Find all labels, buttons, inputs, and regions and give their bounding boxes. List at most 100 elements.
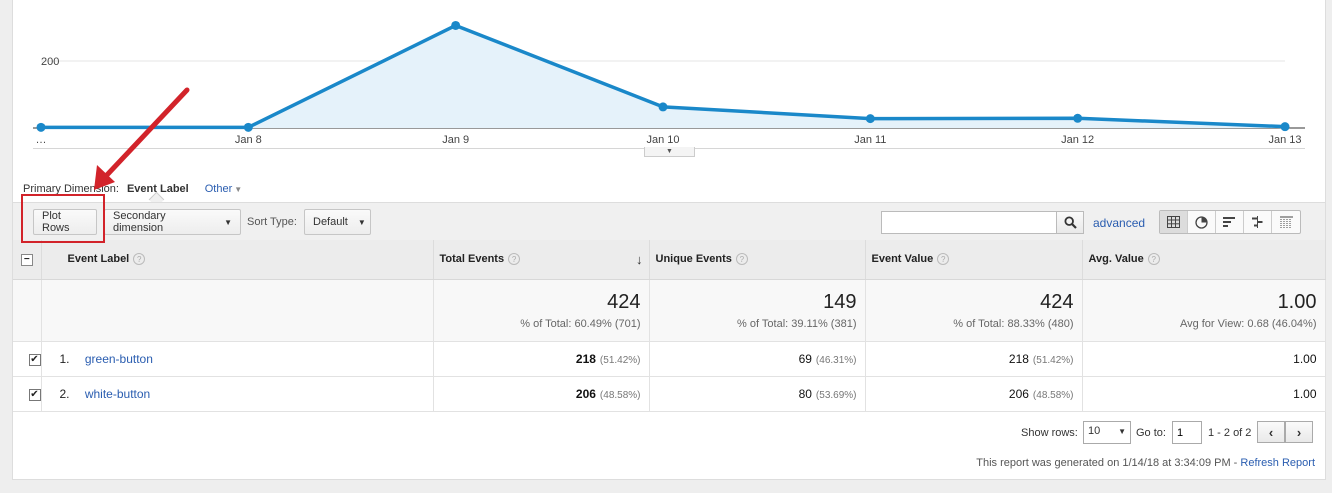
events-chart: 400 200 … Jan 8 Jan 9 Jan 10 Jan 11 Jan 12 Jan … bbox=[33, 0, 1305, 149]
plot-rows-label: Plot Rows bbox=[42, 210, 70, 234]
chart-data-point[interactable] bbox=[1280, 122, 1290, 132]
previous-page-button[interactable]: ‹ bbox=[1257, 421, 1285, 443]
row-label-cell: 1. green-button bbox=[41, 341, 434, 377]
primary-dimension-other[interactable]: Other ▼ bbox=[205, 183, 242, 195]
refresh-report-link[interactable]: Refresh Report bbox=[1240, 457, 1315, 469]
row-total-events-pct: (48.58%) bbox=[599, 389, 641, 401]
row-event-value-pct: (48.58%) bbox=[1032, 389, 1074, 401]
row-check-cell: ✔ bbox=[13, 376, 42, 412]
event-value-value: 424 bbox=[1040, 290, 1074, 313]
row-checkbox[interactable]: ✔ bbox=[28, 389, 41, 401]
totals-check-cell bbox=[13, 279, 42, 342]
pivot-view-icon bbox=[1279, 216, 1293, 228]
sort-type-value: Default bbox=[313, 216, 348, 228]
help-icon[interactable]: ? bbox=[133, 253, 146, 266]
chart-data-point[interactable] bbox=[1073, 113, 1083, 123]
row-total-events-value: 206 bbox=[575, 386, 596, 401]
chart-data-point[interactable] bbox=[658, 102, 668, 112]
table-search-input[interactable] bbox=[881, 211, 1057, 234]
chart-y-tick-label: 200 bbox=[41, 56, 59, 68]
row-label-link[interactable]: white-button bbox=[84, 386, 151, 401]
goto-page-input[interactable] bbox=[1172, 421, 1202, 444]
show-rows-value: 10 bbox=[1088, 425, 1101, 437]
help-icon[interactable]: ? bbox=[735, 253, 748, 266]
chevron-down-icon: ▼ bbox=[666, 148, 673, 155]
row-unique-events-value: 69 bbox=[798, 351, 812, 366]
row-event-value-value: 206 bbox=[1008, 386, 1029, 401]
header-avg-value[interactable]: Avg. Value? bbox=[1082, 240, 1326, 280]
other-dimension-label: Other bbox=[204, 183, 233, 195]
chevron-right-icon: › bbox=[1296, 424, 1302, 440]
events-table: − Event Label? Total Events? ↓ Unique Ev… bbox=[13, 240, 1326, 412]
totals-label-cell bbox=[41, 279, 434, 342]
row-check-cell: ✔ bbox=[13, 341, 42, 377]
sort-type-dropdown[interactable]: Default ▼ bbox=[304, 209, 371, 235]
totals-row: 424 % of Total: 60.49% (701) 149 % of To… bbox=[13, 279, 1326, 342]
search-icon bbox=[1063, 216, 1077, 229]
primary-dimension-label: Primary Dimension: bbox=[23, 183, 119, 195]
header-event-label-text: Event Label bbox=[67, 253, 130, 266]
chart-expander-toggle[interactable]: ▼ bbox=[644, 147, 695, 157]
pagination-range: 1 - 2 of 2 bbox=[1208, 427, 1252, 439]
pie-view-button[interactable] bbox=[1188, 211, 1216, 233]
goto-label: Go to: bbox=[1136, 427, 1166, 439]
header-unique-events[interactable]: Unique Events? bbox=[649, 240, 866, 280]
comparison-view-button[interactable] bbox=[1244, 211, 1272, 233]
caret-down-icon: ▼ bbox=[1118, 427, 1126, 436]
row-unique-events-value: 80 bbox=[798, 386, 812, 401]
totals-event-value: 424 % of Total: 88.33% (480) bbox=[865, 279, 1083, 342]
row-avg-value: 1.00 bbox=[1082, 376, 1326, 412]
chart-x-tick-label: Jan 10 bbox=[646, 134, 679, 146]
row-event-value: 218 (51.42%) bbox=[865, 341, 1083, 377]
header-event-label[interactable]: Event Label? bbox=[41, 240, 434, 280]
header-unique-events-text: Unique Events bbox=[655, 253, 732, 266]
secondary-dimension-dropdown[interactable]: Secondary dimension ▼ bbox=[104, 209, 241, 235]
chart-data-point[interactable] bbox=[243, 122, 253, 132]
row-unique-events-pct: (46.31%) bbox=[815, 354, 857, 366]
row-label-link[interactable]: green-button bbox=[84, 351, 153, 366]
header-event-value[interactable]: Event Value? bbox=[865, 240, 1083, 280]
help-icon[interactable]: ? bbox=[508, 253, 521, 266]
header-avg-value-text: Avg. Value bbox=[1088, 253, 1144, 266]
chart-y-ticks: 400 200 bbox=[41, 0, 59, 68]
avg-value-value: 1.00 bbox=[1277, 290, 1317, 313]
avg-value-sub: Avg for View: 0.68 (46.04%) bbox=[1179, 317, 1317, 330]
primary-dimension-current: Event Label bbox=[126, 183, 189, 195]
performance-view-button[interactable] bbox=[1216, 211, 1244, 233]
search-button[interactable] bbox=[1056, 211, 1084, 234]
pivot-view-button[interactable] bbox=[1272, 211, 1300, 233]
caret-down-icon: ▼ bbox=[234, 185, 243, 194]
header-total-events[interactable]: Total Events? ↓ bbox=[433, 240, 650, 280]
view-switcher bbox=[1159, 210, 1301, 234]
help-icon[interactable]: ? bbox=[1147, 253, 1160, 266]
row-checkbox[interactable]: ✔ bbox=[28, 354, 41, 366]
table-row: ✔ 2. white-button 206 (48.58%) 80 (53.69%)… bbox=[13, 376, 1326, 412]
table-toolbar: Plot Rows Secondary dimension ▼ Sort Typ… bbox=[13, 202, 1325, 240]
row-number: 1. bbox=[59, 351, 70, 366]
chart-y-tick-label: 400 bbox=[41, 0, 59, 1]
totals-unique-events: 149 % of Total: 39.11% (381) bbox=[649, 279, 866, 342]
row-total-events: 206 (48.58%) bbox=[433, 376, 650, 412]
chart-data-point[interactable] bbox=[36, 122, 46, 132]
pie-view-icon bbox=[1195, 215, 1208, 229]
caret-down-icon: ▼ bbox=[357, 217, 366, 227]
next-page-button[interactable]: › bbox=[1285, 421, 1313, 443]
row-avg-value-value: 1.00 bbox=[1293, 386, 1317, 401]
unique-events-value: 149 bbox=[823, 290, 857, 313]
sort-descending-icon: ↓ bbox=[636, 252, 643, 267]
show-rows-select[interactable]: 10 ▼ bbox=[1083, 421, 1131, 444]
collapse-all-toggle[interactable]: − bbox=[20, 253, 33, 266]
chart-data-point[interactable] bbox=[451, 20, 461, 30]
plot-rows-button[interactable]: Plot Rows bbox=[33, 209, 97, 235]
row-unique-events: 69 (46.31%) bbox=[649, 341, 866, 377]
row-total-events-pct: (51.42%) bbox=[599, 354, 641, 366]
advanced-filter-link[interactable]: advanced bbox=[1093, 216, 1146, 230]
help-icon[interactable]: ? bbox=[937, 253, 950, 266]
comparison-view-icon bbox=[1252, 216, 1263, 228]
table-view-button[interactable] bbox=[1160, 211, 1188, 233]
sort-type-label: Sort Type: bbox=[247, 216, 297, 228]
row-avg-value-value: 1.00 bbox=[1293, 351, 1317, 366]
chart-area-fill bbox=[41, 25, 1285, 129]
performance-view-icon bbox=[1223, 217, 1235, 227]
chart-data-point[interactable] bbox=[865, 114, 875, 124]
